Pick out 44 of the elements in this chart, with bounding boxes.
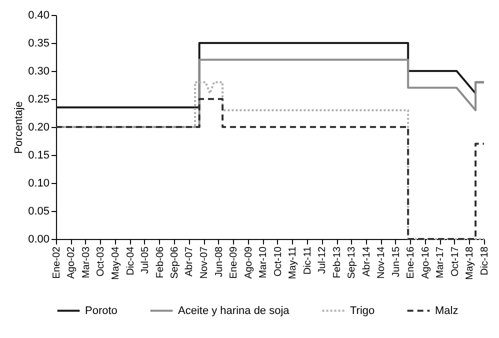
y-tick-label: 0.05 [28,206,50,218]
y-tick-label: 0.20 [28,122,50,134]
x-tick-label: Ene-09 [228,246,240,279]
x-tick-label: Abr-14 [361,246,372,277]
x-tick-label: Sep-06 [170,246,181,279]
x-tick-label: Feb-06 [154,246,166,278]
legend-label: Malz [435,304,458,317]
x-tick-label: Nov-07 [199,246,210,279]
x-tick-label: Oct-17 [450,246,461,277]
x-tick-label: Feb-13 [332,246,344,278]
x-tick-label: Ago-16 [420,246,432,279]
legend-label: Poroto [85,304,118,317]
x-tick-label: Jul-12 [317,246,328,274]
x-tick-label: Sep-13 [346,246,358,279]
y-tick-label: 0.00 [28,234,50,246]
y-tick-label: 0.15 [28,150,50,162]
x-tick-label: May-04 [110,246,122,280]
y-tick-label: 0.30 [28,66,50,78]
x-tick-label: May-18 [464,246,476,280]
x-tick-label: Ago-02 [66,246,78,279]
x-tick-label: Oct-03 [96,246,107,277]
x-tick-label: Mar-17 [435,246,446,278]
x-tick-label: Jun-08 [214,246,225,278]
x-tick-label: May-11 [288,246,299,280]
x-tick-label: Nov-14 [376,246,388,279]
y-tick-label: 0.40 [28,10,50,22]
x-tick-label: Ago-09 [243,246,254,279]
x-tick-label: Mar-03 [80,246,92,278]
x-tick-label: Mar-10 [258,246,270,278]
x-tick-label: Dic-11 [302,246,314,275]
y-axis-title: Porcentaje [13,101,26,154]
x-tick-label: Ene-02 [52,246,62,279]
x-tick-label: Dic-18 [480,246,490,276]
x-tick-label: Abr-07 [184,246,196,277]
y-tick-label: 0.35 [28,38,50,50]
x-tick-label: Dic-04 [125,246,136,276]
y-tick-label: 0.25 [28,94,50,106]
x-tick-label: Jun-15 [390,246,402,278]
x-tick-label: Jul-05 [140,246,151,274]
x-tick-label: Oct-10 [272,246,284,277]
y-tick-label: 0.10 [28,178,50,190]
x-tick-label: Ene-16 [406,246,417,279]
legend-label: Trigo [350,304,375,317]
legend-label: Aceite y harina de soja [178,304,290,317]
